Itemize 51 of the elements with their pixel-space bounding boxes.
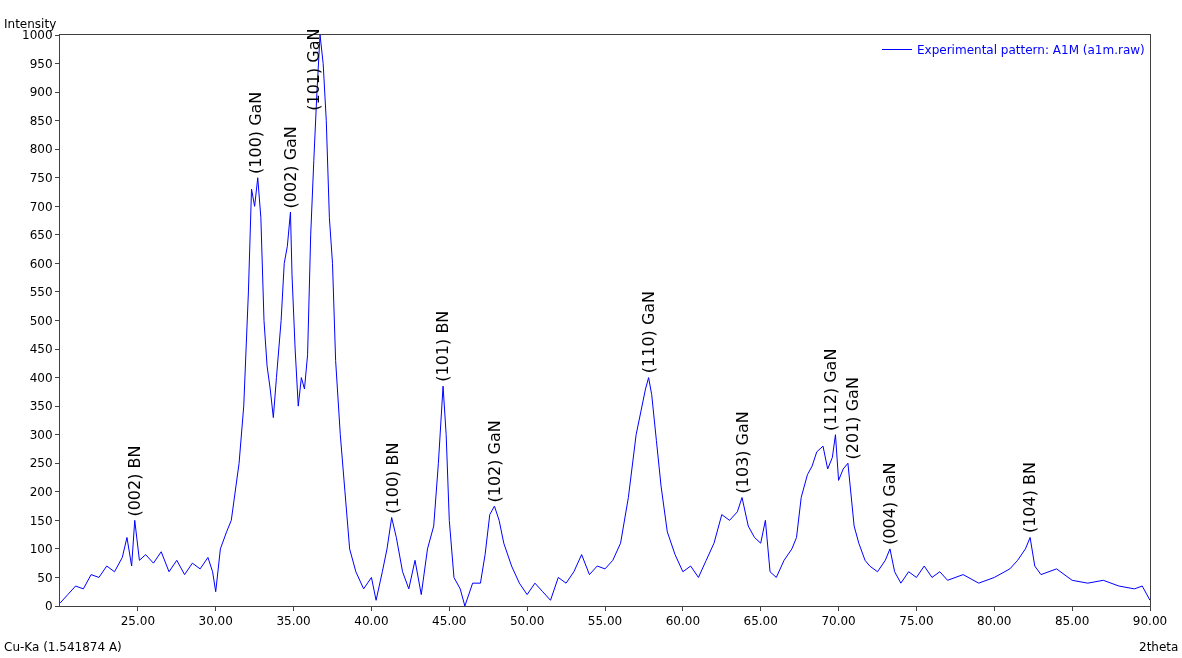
y-tick-label: 450 xyxy=(29,342,53,357)
y-tick-label: 500 xyxy=(29,313,53,328)
annotation: (104) BN xyxy=(1020,462,1040,534)
annotation: (100) BN xyxy=(382,442,402,514)
y-tick-label: 850 xyxy=(29,113,53,128)
annotation: (002) GaN xyxy=(281,126,301,209)
y-tick-label: 950 xyxy=(29,56,53,71)
x-tick-label: 45.00 xyxy=(432,614,467,629)
annotation: (110) GaN xyxy=(639,290,658,374)
y-tick-label: 0 xyxy=(44,599,53,614)
x-tick-label: 35.00 xyxy=(276,614,311,629)
x-tick-label: 75.00 xyxy=(899,614,934,629)
annotation: (102) GaN xyxy=(485,420,505,503)
y-tick-label: 300 xyxy=(29,427,53,442)
annotation: (101) GaN xyxy=(303,28,323,111)
x-tick-label: 70.00 xyxy=(821,614,856,629)
annotation: (101) BN xyxy=(433,310,453,382)
y-tick-label: 400 xyxy=(29,370,53,385)
y-tick-label: 350 xyxy=(29,399,53,414)
annotation: (002) BN xyxy=(124,445,144,517)
x-tick-label: 50.00 xyxy=(509,614,545,629)
x-tick-label: 65.00 xyxy=(743,614,778,629)
y-tick-label: 150 xyxy=(29,513,53,528)
x-tick-label: 85.00 xyxy=(1054,614,1090,629)
y-tick-label: 200 xyxy=(29,485,53,499)
y-tick-label: 50 xyxy=(37,570,53,585)
y-tick-label: 700 xyxy=(29,199,53,214)
x-tick-label: 90.00 xyxy=(1132,614,1168,629)
x-axis-title: 2theta xyxy=(1139,640,1179,654)
y-tick-label: 900 xyxy=(29,85,53,100)
x-tick-label: 40.00 xyxy=(354,614,389,629)
y-tick-label: 800 xyxy=(29,142,53,157)
x-tick-label: 60.00 xyxy=(665,614,701,629)
annotation: (103) GaN xyxy=(732,411,752,494)
annotation: (100) GaN xyxy=(246,91,266,174)
annotation: (004) GaN xyxy=(880,462,900,545)
y-tick-label: 250 xyxy=(29,456,53,471)
x-tick-label: 55.00 xyxy=(587,614,623,629)
y-tick-label: 650 xyxy=(29,228,53,243)
legend-label: Experimental pattern: A1M (a1m.raw) xyxy=(917,43,1145,58)
y-tick-label: 550 xyxy=(29,285,53,300)
x-tick-label: 30.00 xyxy=(198,614,233,629)
annotation: (112) GaN xyxy=(821,348,841,431)
y-tick-label: 600 xyxy=(29,256,53,271)
text: Cu-Ka (1.541874 A) xyxy=(4,640,122,654)
y-tick-label: 100 xyxy=(29,542,53,557)
y-axis-title: Intensity xyxy=(4,17,57,31)
y-tick-label: 750 xyxy=(29,170,53,185)
annotation: (201) GaN xyxy=(842,377,862,460)
x-tick-label: 80.00 xyxy=(977,614,1012,629)
x-tick-label: 25.00 xyxy=(120,614,156,629)
